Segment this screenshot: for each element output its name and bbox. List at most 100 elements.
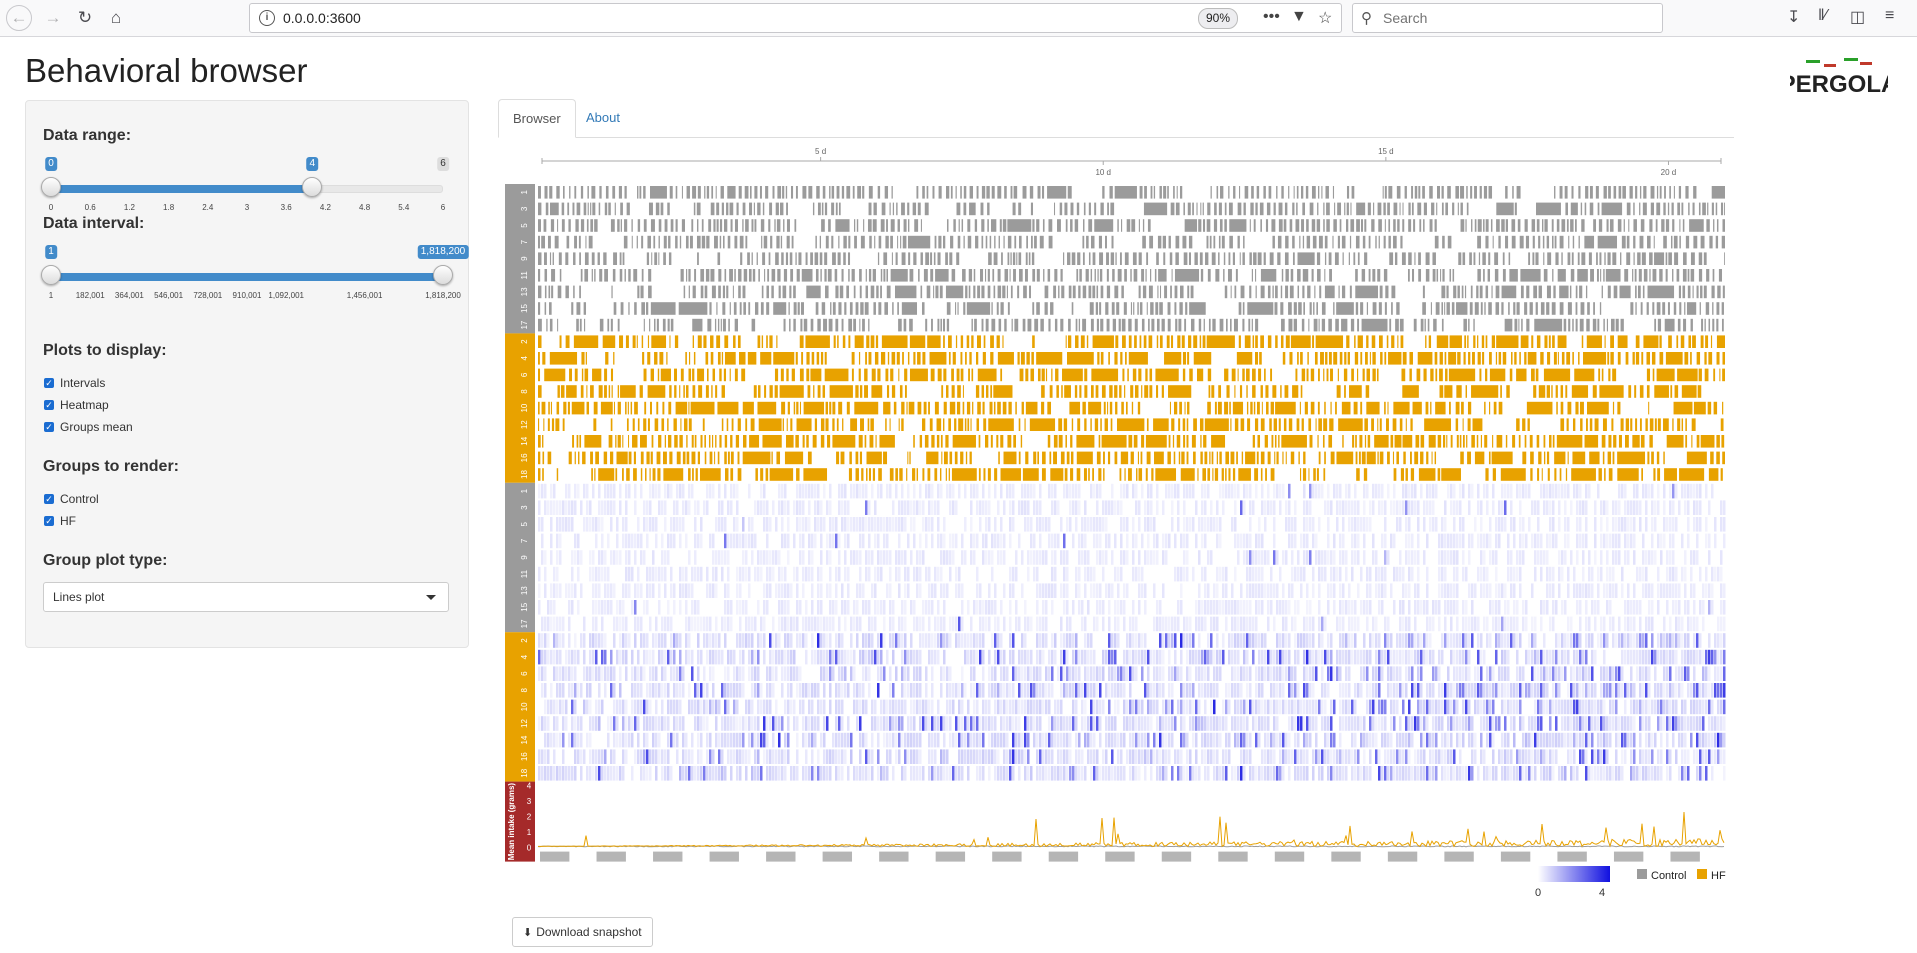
interval-bar	[1067, 352, 1094, 365]
interval-bar	[853, 285, 856, 299]
interval-to-handle[interactable]	[433, 265, 453, 285]
checkbox-hf[interactable]: ✓ HF	[44, 514, 76, 528]
forward-icon[interactable]: →	[44, 8, 62, 27]
interval-bar	[1321, 302, 1326, 315]
interval-bar	[652, 468, 656, 481]
chevron-down-icon[interactable]	[426, 595, 436, 600]
interval-bar	[1554, 468, 1557, 481]
interval-bar	[949, 252, 953, 265]
interval-from-handle[interactable]	[41, 265, 61, 285]
heat-cell	[880, 566, 883, 582]
interval-bar	[1532, 252, 1535, 265]
data-interval-slider[interactable]: 1 1,818,200 1 182,001 364,001 546,001 728,00…	[41, 241, 469, 300]
checkbox-checked-icon[interactable]: ✓	[44, 494, 54, 504]
heat-cell	[1093, 616, 1096, 632]
interval-bar	[688, 468, 691, 481]
interval-bar	[1115, 335, 1119, 348]
heat-cell	[1165, 533, 1168, 549]
library-icon[interactable]: ‖⁄	[1818, 7, 1828, 24]
interval-bar	[1082, 401, 1086, 415]
checkbox-control[interactable]: ✓ Control	[44, 492, 99, 506]
interval-bar	[1575, 401, 1579, 415]
heat-cell	[1594, 600, 1597, 615]
interval-bar	[1254, 468, 1259, 481]
search-input[interactable]: ⚲ Search	[1352, 3, 1663, 33]
downloads-icon[interactable]: ↧	[1787, 9, 1801, 26]
checkbox-checked-icon[interactable]: ✓	[44, 378, 54, 388]
pocket-icon[interactable]: ▼	[1291, 8, 1307, 25]
interval-bar	[880, 285, 882, 299]
interval-bar	[734, 235, 738, 249]
reload-icon[interactable]: ↻	[77, 8, 93, 27]
interval-bar	[1041, 401, 1045, 415]
interval-bar	[1346, 335, 1350, 348]
interval-bar	[1639, 385, 1644, 398]
heat-cell	[883, 533, 886, 549]
heat-cell	[1543, 500, 1546, 515]
heat-cell	[937, 533, 940, 549]
interval-bar	[1008, 401, 1012, 415]
interval-bar	[1621, 235, 1626, 249]
info-icon[interactable]: i	[259, 10, 275, 26]
heat-cell	[1123, 600, 1126, 615]
interval-bar	[872, 269, 876, 282]
interval-bar	[1239, 385, 1243, 398]
interval-bar	[976, 186, 979, 199]
zoom-indicator[interactable]: 90%	[1198, 8, 1239, 29]
plot-type-select[interactable]: Lines plot	[43, 582, 449, 612]
checkbox-checked-icon[interactable]: ✓	[44, 400, 54, 410]
interval-bar	[1277, 235, 1282, 249]
interval-bar	[696, 235, 701, 249]
heat-cell	[1429, 500, 1432, 515]
interval-bar	[1278, 418, 1281, 431]
checkbox-intervals[interactable]: ✓ Intervals	[44, 376, 106, 390]
checkbox-checked-icon[interactable]: ✓	[44, 516, 54, 526]
interval-bar	[876, 285, 879, 299]
home-icon[interactable]: ⌂	[110, 8, 122, 27]
heat-cell	[1606, 566, 1609, 582]
range-value-handle[interactable]	[302, 177, 323, 197]
sidebar-toggle-icon[interactable]: ◫	[1850, 9, 1866, 26]
page-actions-icon[interactable]: •••	[1263, 8, 1280, 25]
data-range-slider[interactable]: 0 4 6 0 0.6 1.2 1.8 2.4 3 3.6 4.2 4.8 5.4 6	[41, 153, 451, 212]
heat-cell	[1651, 583, 1654, 598]
interval-bar	[1130, 269, 1132, 282]
interval-bar	[1128, 468, 1132, 481]
url-bar[interactable]: i 0.0.0.0:3600 90% ••• ▼ ☆	[249, 3, 1342, 33]
interval-bar	[1260, 219, 1262, 232]
interval-bar	[611, 385, 613, 398]
interval-bar	[616, 451, 628, 465]
tab-about[interactable]: About	[586, 110, 620, 125]
heat-cell	[622, 517, 625, 532]
back-icon[interactable]: ←	[6, 5, 32, 31]
bookmark-star-icon[interactable]: ☆	[1318, 10, 1333, 27]
range-min-handle[interactable]	[41, 177, 61, 197]
interval-bar	[1263, 252, 1266, 265]
interval-bar	[827, 435, 831, 448]
interval-bar	[1477, 352, 1481, 365]
heat-cell	[1339, 600, 1342, 615]
heat-cell	[1042, 616, 1045, 632]
heat-cell	[1186, 616, 1189, 632]
interval-bar	[1464, 285, 1467, 299]
heat-cell	[1297, 600, 1300, 615]
checkbox-heatmap[interactable]: ✓ Heatmap	[44, 398, 109, 412]
interval-bar	[1280, 335, 1284, 348]
heat-cell	[721, 566, 724, 582]
menu-icon[interactable]: ≡	[1885, 7, 1895, 24]
interval-bar	[1323, 202, 1325, 216]
heat-cell	[1417, 533, 1420, 549]
interval-bar	[1625, 418, 1630, 431]
interval-bar	[1606, 318, 1608, 332]
heat-cell	[595, 616, 598, 632]
interval-bar	[688, 352, 691, 365]
checkbox-groups-mean[interactable]: ✓ Groups mean	[44, 420, 133, 434]
interval-bar	[1066, 451, 1070, 465]
checkbox-checked-icon[interactable]: ✓	[44, 422, 54, 432]
heat-cell	[1714, 566, 1717, 582]
tab-browser[interactable]: Browser	[498, 99, 576, 138]
interval-bar	[926, 186, 929, 199]
interval-bar	[1031, 252, 1035, 265]
interval-bar	[1102, 186, 1105, 199]
heat-cell	[1663, 533, 1666, 549]
